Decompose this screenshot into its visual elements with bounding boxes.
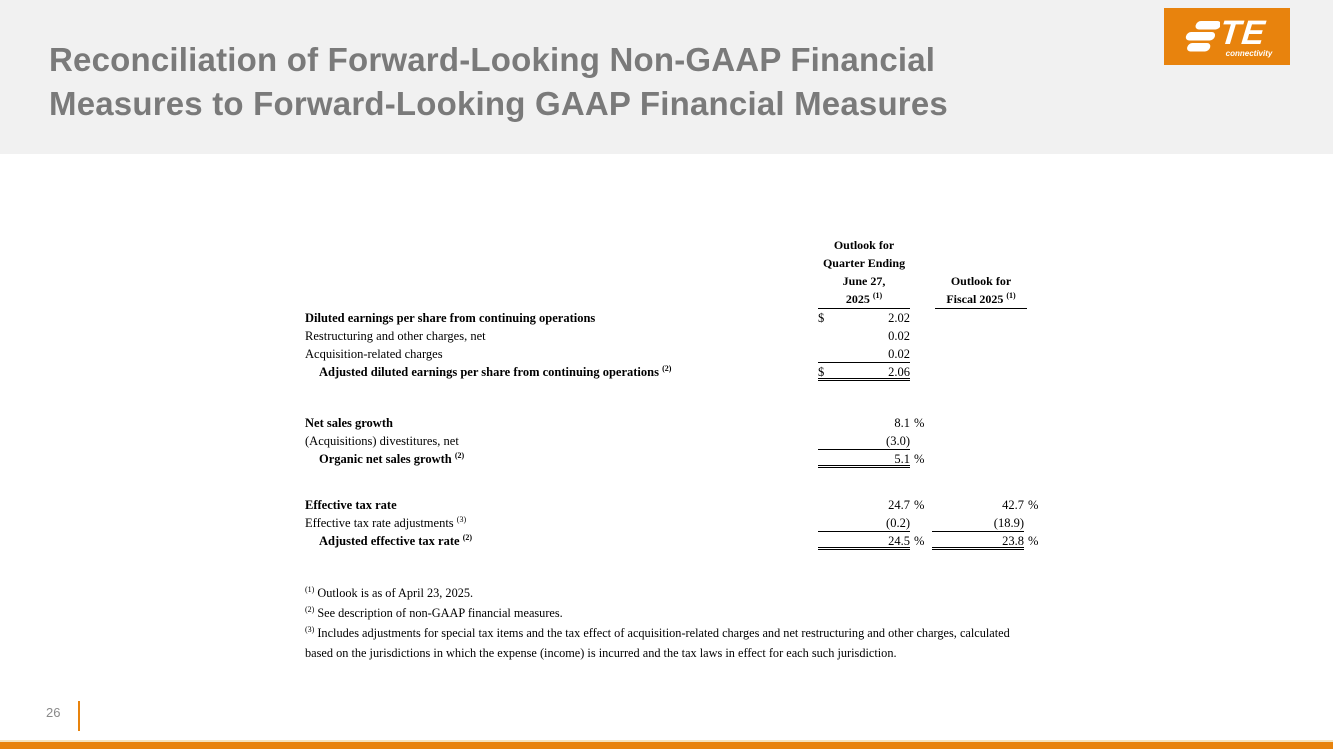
col2-cell [932, 414, 1024, 432]
row-label: Adjusted diluted earnings per share from… [319, 363, 672, 379]
row-footnote-ref: (2) [454, 450, 465, 460]
col1-cell: 24.7 [888, 498, 910, 512]
table-header-row: Outlook for Quarter Ending June 27, 2025… [305, 236, 1049, 309]
col2-cell [932, 432, 1024, 450]
col1-unit [910, 363, 932, 381]
row-label: Adjusted effective tax rate (2) [319, 532, 473, 548]
col1-unit [910, 432, 932, 450]
col2-unit [1024, 514, 1046, 532]
col1-unit: % [914, 534, 925, 548]
col2-cell [932, 450, 1024, 468]
row-label: Acquisition-related charges [305, 347, 443, 361]
col1-cell: (3.0) [818, 432, 910, 450]
col1-cell: 0.02 [888, 329, 910, 343]
col1-unit: % [914, 416, 925, 430]
te-logo-wordmark: TE [1218, 14, 1268, 52]
col1-header-footnote-ref: (1) [872, 291, 883, 300]
footnote-3: (3) Includes adjustments for special tax … [305, 624, 1010, 660]
row-label: Net sales growth [305, 416, 393, 430]
footnote-2: (2) See description of non-GAAP financial… [305, 604, 563, 620]
row-label: Organic net sales growth (2) [319, 450, 465, 466]
table-row-total: Organic net sales growth (2) 5.1 % [305, 450, 1049, 468]
col1-unit: % [914, 452, 925, 466]
table-row: Diluted earnings per share from continui… [305, 309, 1049, 327]
table-row-total: Adjusted effective tax rate (2) 24.5 % 2… [305, 532, 1049, 550]
te-logo: TE connectivity [1164, 8, 1290, 65]
page-number-divider [78, 701, 80, 731]
col2-unit [1024, 432, 1046, 450]
col1-cell: 0.02 [818, 345, 910, 363]
te-logo-tagline: connectivity [1225, 49, 1273, 58]
col2-cell [932, 327, 1024, 345]
table-row: (Acquisitions) divestitures, net (3.0) [305, 432, 1049, 450]
col1-cell: 24.5 [818, 532, 910, 550]
col2-cell [932, 363, 1024, 381]
col1-cell: (0.2) [818, 514, 910, 532]
row-label: Effective tax rate adjustments (3) [305, 514, 467, 530]
col1-unit [910, 345, 932, 363]
col1-header: Outlook for Quarter Ending June 27, 2025… [818, 236, 932, 309]
col2-unit [1024, 345, 1046, 363]
col1-unit: % [914, 498, 925, 512]
col1-unit [910, 514, 932, 532]
table-row: Effective tax rate 24.7 % 42.7 % [305, 496, 1049, 514]
row-label: (Acquisitions) divestitures, net [305, 434, 459, 448]
col2-unit: % [1028, 498, 1039, 512]
header-band: Reconciliation of Forward-Looking Non-GA… [0, 0, 1333, 154]
col1-header-line1: Outlook for [833, 238, 895, 252]
page-title-line2: Measures to Forward-Looking GAAP Financi… [49, 85, 948, 122]
row-footnote-ref: (2) [462, 532, 473, 542]
col2-unit [1024, 309, 1046, 327]
col2-cell: 23.8 [932, 532, 1024, 550]
footnote-2-marker: (2) [305, 604, 315, 614]
bottom-accent-bar [0, 740, 1333, 749]
col2-cell: 42.7 [1002, 498, 1024, 512]
col2-cell [932, 345, 1024, 363]
page-title-line1: Reconciliation of Forward-Looking Non-GA… [49, 41, 936, 78]
col1-unit [910, 327, 932, 345]
footnote-1: (1) Outlook is as of April 23, 2025. [305, 584, 474, 600]
col1-cell: 8.1 [894, 416, 910, 430]
row-label: Restructuring and other charges, net [305, 329, 486, 343]
col2-header-line1: Outlook for [950, 274, 1012, 288]
table-row: Acquisition-related charges 0.02 [305, 345, 1049, 363]
table-row: Restructuring and other charges, net 0.0… [305, 327, 1049, 345]
col2-cell: (18.9) [932, 514, 1024, 532]
col2-header-line2: Fiscal 2025 (1) [935, 290, 1027, 309]
col2-unit [1024, 414, 1046, 432]
footnote-3-marker: (3) [305, 624, 315, 634]
table-row: Net sales growth 8.1 % [305, 414, 1049, 432]
col2-unit: % [1028, 534, 1039, 548]
col1-cell: $2.06 [818, 365, 910, 381]
col2-unit [1024, 327, 1046, 345]
page-title: Reconciliation of Forward-Looking Non-GA… [49, 38, 1129, 126]
col1-unit [910, 309, 932, 327]
col1-header-line3: June 27, [842, 274, 886, 288]
table-row: Effective tax rate adjustments (3) (0.2)… [305, 514, 1049, 532]
table-header-spacer [305, 236, 818, 309]
table-row-total: Adjusted diluted earnings per share from… [305, 363, 1049, 381]
row-label: Diluted earnings per share from continui… [305, 311, 596, 325]
row-footnote-ref: (2) [662, 363, 672, 373]
te-logo-bars-icon [1185, 21, 1220, 52]
page-number: 26 [46, 705, 61, 720]
col2-header-footnote-ref: (1) [1006, 291, 1016, 300]
col2-unit [1024, 363, 1046, 381]
col1-header-line2: Quarter Ending [822, 256, 906, 270]
col1-cell: 5.1 [818, 450, 910, 468]
row-label: Effective tax rate [305, 498, 397, 512]
col1-cell: $2.02 [818, 311, 910, 325]
col1-header-line4: 2025 (1) [818, 290, 910, 309]
col2-unit [1024, 450, 1046, 468]
reconciliation-table: Outlook for Quarter Ending June 27, 2025… [305, 236, 1049, 550]
footnote-1-marker: (1) [305, 584, 315, 594]
col2-header: Outlook for Fiscal 2025 (1) [935, 236, 1049, 309]
footnotes: (1) Outlook is as of April 23, 2025. (2) S… [305, 583, 1021, 663]
row-footnote-ref: (3) [456, 514, 467, 524]
col2-cell [932, 309, 1024, 327]
